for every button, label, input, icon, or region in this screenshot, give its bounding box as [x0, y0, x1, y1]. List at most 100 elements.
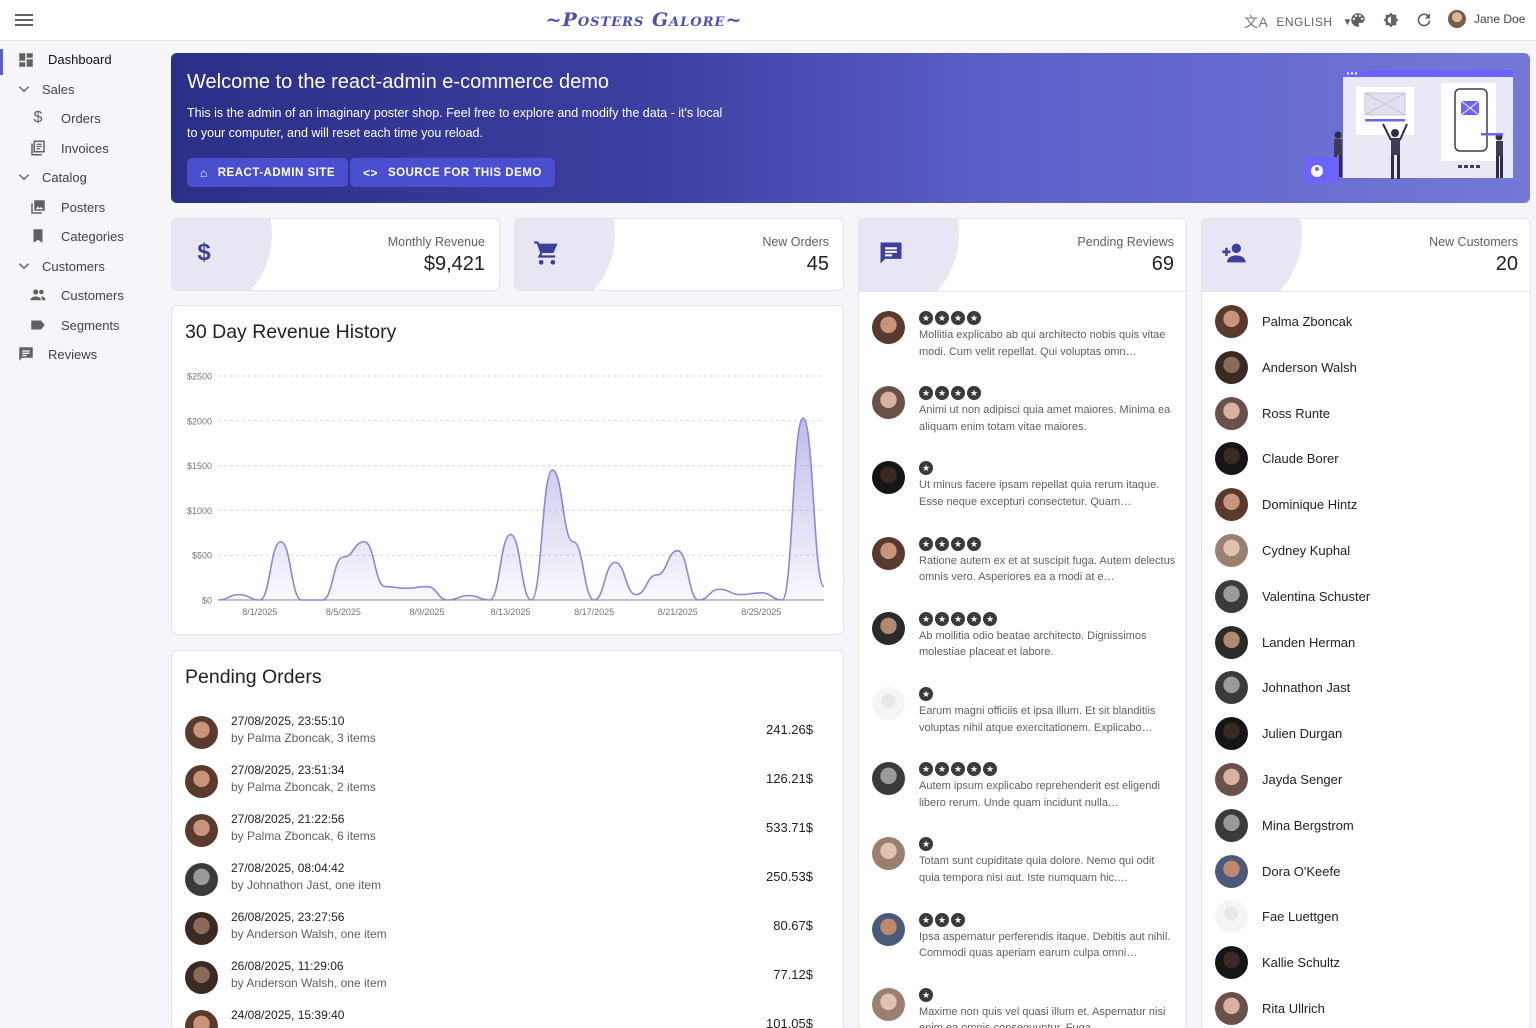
order-row[interactable]: 27/08/2025, 23:55:10 by Palma Zboncak, 3 … — [185, 710, 825, 756]
order-row[interactable]: 27/08/2025, 08:04:42 by Johnathon Jast, o… — [185, 857, 825, 903]
customer-row[interactable]: Claude Borer — [1202, 442, 1530, 488]
avatar — [1215, 808, 1248, 842]
sidebar-item-reviews[interactable]: Reviews — [0, 340, 160, 369]
banner-title: Welcome to the react-admin e-commerce de… — [187, 71, 610, 93]
review-row[interactable]: ★ ★ ★ ★ ★ Autem ipsum explicabo reprehenderit… — [859, 762, 1186, 836]
customer-row[interactable]: Valentina Schuster — [1202, 579, 1530, 626]
stat-label: New Customers — [1429, 235, 1518, 249]
customer-row[interactable]: Julien Durgan — [1202, 717, 1530, 763]
order-customer: by Johnathon Jast, one item — [231, 878, 382, 892]
refresh-icon[interactable] — [1415, 11, 1433, 29]
pending-reviews-header[interactable]: Pending Reviews 69 — [859, 219, 1186, 292]
welcome-banner: Welcome to the react-admin e-commerce de… — [171, 53, 1530, 203]
x-tick-label: 8/13/2025 — [491, 607, 531, 617]
customer-name: Dora O'Keefe — [1262, 863, 1341, 879]
dollar-icon: $ — [33, 109, 43, 126]
order-row[interactable]: 26/08/2025, 11:29:06 by Anderson Walsh, o… — [185, 955, 825, 1001]
sidebar-item-invoices[interactable]: Invoices — [0, 134, 160, 163]
menu-icon[interactable] — [14, 11, 34, 31]
card-decoration — [515, 219, 615, 290]
avatar — [1215, 992, 1248, 1025]
star-icon: ★ — [919, 837, 933, 852]
stat-label: Pending Reviews — [1077, 235, 1174, 249]
customer-row[interactable]: Dora O'Keefe — [1202, 854, 1530, 901]
stat-label: New Orders — [762, 235, 829, 249]
review-row[interactable]: ★ ★ ★ ★ Ratione autem ex et at suscipit fuga… — [859, 536, 1186, 611]
avatar — [872, 311, 905, 344]
app-bar: ~Posters Galore~ 文A ENGLISH ▼ Jane Doe — [0, 0, 1536, 41]
sidebar-item-customers[interactable]: Customers — [0, 281, 160, 310]
review-row[interactable]: ★ ★ ★ ★ Mollitia explicabo ab qui architecto… — [859, 311, 1186, 385]
new-customers-header[interactable]: New Customers 20 — [1202, 219, 1530, 292]
language-selector[interactable]: 文A ENGLISH ▼ — [1244, 12, 1353, 32]
chart-title: 30 Day Revenue History — [185, 321, 397, 343]
star-icon: ★ — [967, 611, 981, 626]
bookmark-icon — [33, 229, 43, 243]
sidebar: Dashboard Sales $ Orders Invoices Catalo… — [0, 41, 160, 1028]
chevron-down-icon — [18, 174, 30, 181]
star-icon: ★ — [935, 386, 949, 401]
sidebar-item-label: Customers — [61, 288, 124, 303]
review-row[interactable]: ★ Ut minus facere ipsam repellat quia rer… — [859, 461, 1186, 535]
order-customer: by Palma Zboncak, 3 items — [231, 731, 376, 745]
x-tick-label: 8/25/2025 — [741, 607, 781, 617]
brightness-icon[interactable] — [1382, 11, 1400, 29]
palette-icon[interactable] — [1349, 11, 1367, 29]
avatar — [1215, 534, 1248, 567]
customer-row[interactable]: Cydney Kuphal — [1202, 534, 1530, 580]
order-amount: 77.12$ — [773, 967, 813, 982]
review-row[interactable]: ★ ★ ★ ★ ★ Ab mollitia odio beatae architecto.… — [859, 611, 1186, 686]
order-row[interactable]: 26/08/2025, 23:27:56 by Anderson Walsh, o… — [185, 906, 825, 952]
customer-row[interactable]: Rita Ullrich — [1202, 992, 1530, 1028]
customer-row[interactable]: Fae Luettgen — [1202, 900, 1530, 946]
order-row[interactable]: 27/08/2025, 23:51:34 by Palma Zboncak, 2 … — [185, 759, 825, 805]
order-row[interactable]: 24/08/2025, 15:39:40 101.05$ — [185, 1004, 825, 1028]
avatar — [1215, 579, 1248, 613]
order-row[interactable]: 27/08/2025, 21:22:56 by Palma Zboncak, 6 … — [185, 808, 825, 854]
customer-name: Mina Bergstrom — [1262, 817, 1354, 833]
avatar — [872, 687, 905, 720]
sidebar-item-segments[interactable]: Segments — [0, 311, 160, 340]
customer-row[interactable]: Dominique Hintz — [1202, 488, 1530, 534]
review-row[interactable]: ★ Totam sunt cupiditate quia dolore. Nemo… — [859, 837, 1186, 911]
customer-row[interactable]: Ross Runte — [1202, 396, 1530, 443]
customer-row[interactable]: Johnathon Jast — [1202, 671, 1530, 717]
customer-name: Rita Ullrich — [1262, 1001, 1325, 1016]
review-row[interactable]: ★ Earum magni officiis et ipsa illum. Et … — [859, 687, 1186, 761]
monthly-revenue-card[interactable]: $ Monthly Revenue $9,421 — [171, 218, 500, 291]
react-admin-site-button[interactable]: ⌂ REACT-ADMIN SITE — [187, 158, 348, 187]
rating-stars: ★ ★ ★ ★ — [919, 386, 983, 401]
avatar — [1448, 10, 1466, 28]
customer-row[interactable]: Anderson Walsh — [1202, 350, 1530, 397]
sidebar-item-label: Customers — [42, 259, 105, 274]
review-row[interactable]: ★ ★ ★ ★ Animi ut non adipisci quia amet maio… — [859, 386, 1186, 460]
source-demo-button[interactable]: <> SOURCE FOR THIS DEMO — [350, 158, 555, 187]
customer-row[interactable]: Kallie Schultz — [1202, 946, 1530, 992]
customer-row[interactable]: Mina Bergstrom — [1202, 808, 1530, 855]
sidebar-item-sales[interactable]: Sales — [0, 75, 160, 104]
sidebar-item-posters[interactable]: Posters — [0, 193, 160, 222]
customer-row[interactable]: Palma Zboncak — [1202, 305, 1530, 351]
sidebar-item-categories[interactable]: Categories — [0, 222, 160, 251]
sidebar-item-catalog[interactable]: Catalog — [0, 163, 160, 192]
star-icon: ★ — [935, 762, 949, 777]
avatar — [185, 765, 218, 798]
rating-stars: ★ — [919, 837, 935, 852]
avatar — [1215, 900, 1248, 934]
customer-row[interactable]: Jayda Senger — [1202, 763, 1530, 809]
sidebar-item-label: Sales — [42, 82, 75, 97]
review-row[interactable]: ★ Maxime non quis vel quasi illum et. Asp… — [859, 987, 1186, 1028]
user-menu[interactable]: Jane Doe — [1448, 10, 1525, 28]
customer-name: Julien Durgan — [1262, 726, 1343, 742]
star-icon: ★ — [951, 611, 965, 626]
avatar — [1215, 625, 1248, 659]
review-row[interactable]: ★ ★ ★ Ipsa aspernatur perferendis itaque. D… — [859, 912, 1186, 987]
customer-name: Johnathon Jast — [1262, 680, 1351, 696]
sidebar-item-customers-group[interactable]: Customers — [0, 252, 160, 281]
customer-row[interactable]: Landen Herman — [1202, 625, 1530, 672]
sidebar-item-orders[interactable]: $ Orders — [0, 104, 160, 133]
sidebar-item-dashboard[interactable]: Dashboard — [0, 45, 160, 75]
new-orders-card[interactable]: New Orders 45 — [514, 218, 844, 291]
comment-icon — [19, 347, 33, 361]
star-icon: ★ — [951, 386, 965, 401]
